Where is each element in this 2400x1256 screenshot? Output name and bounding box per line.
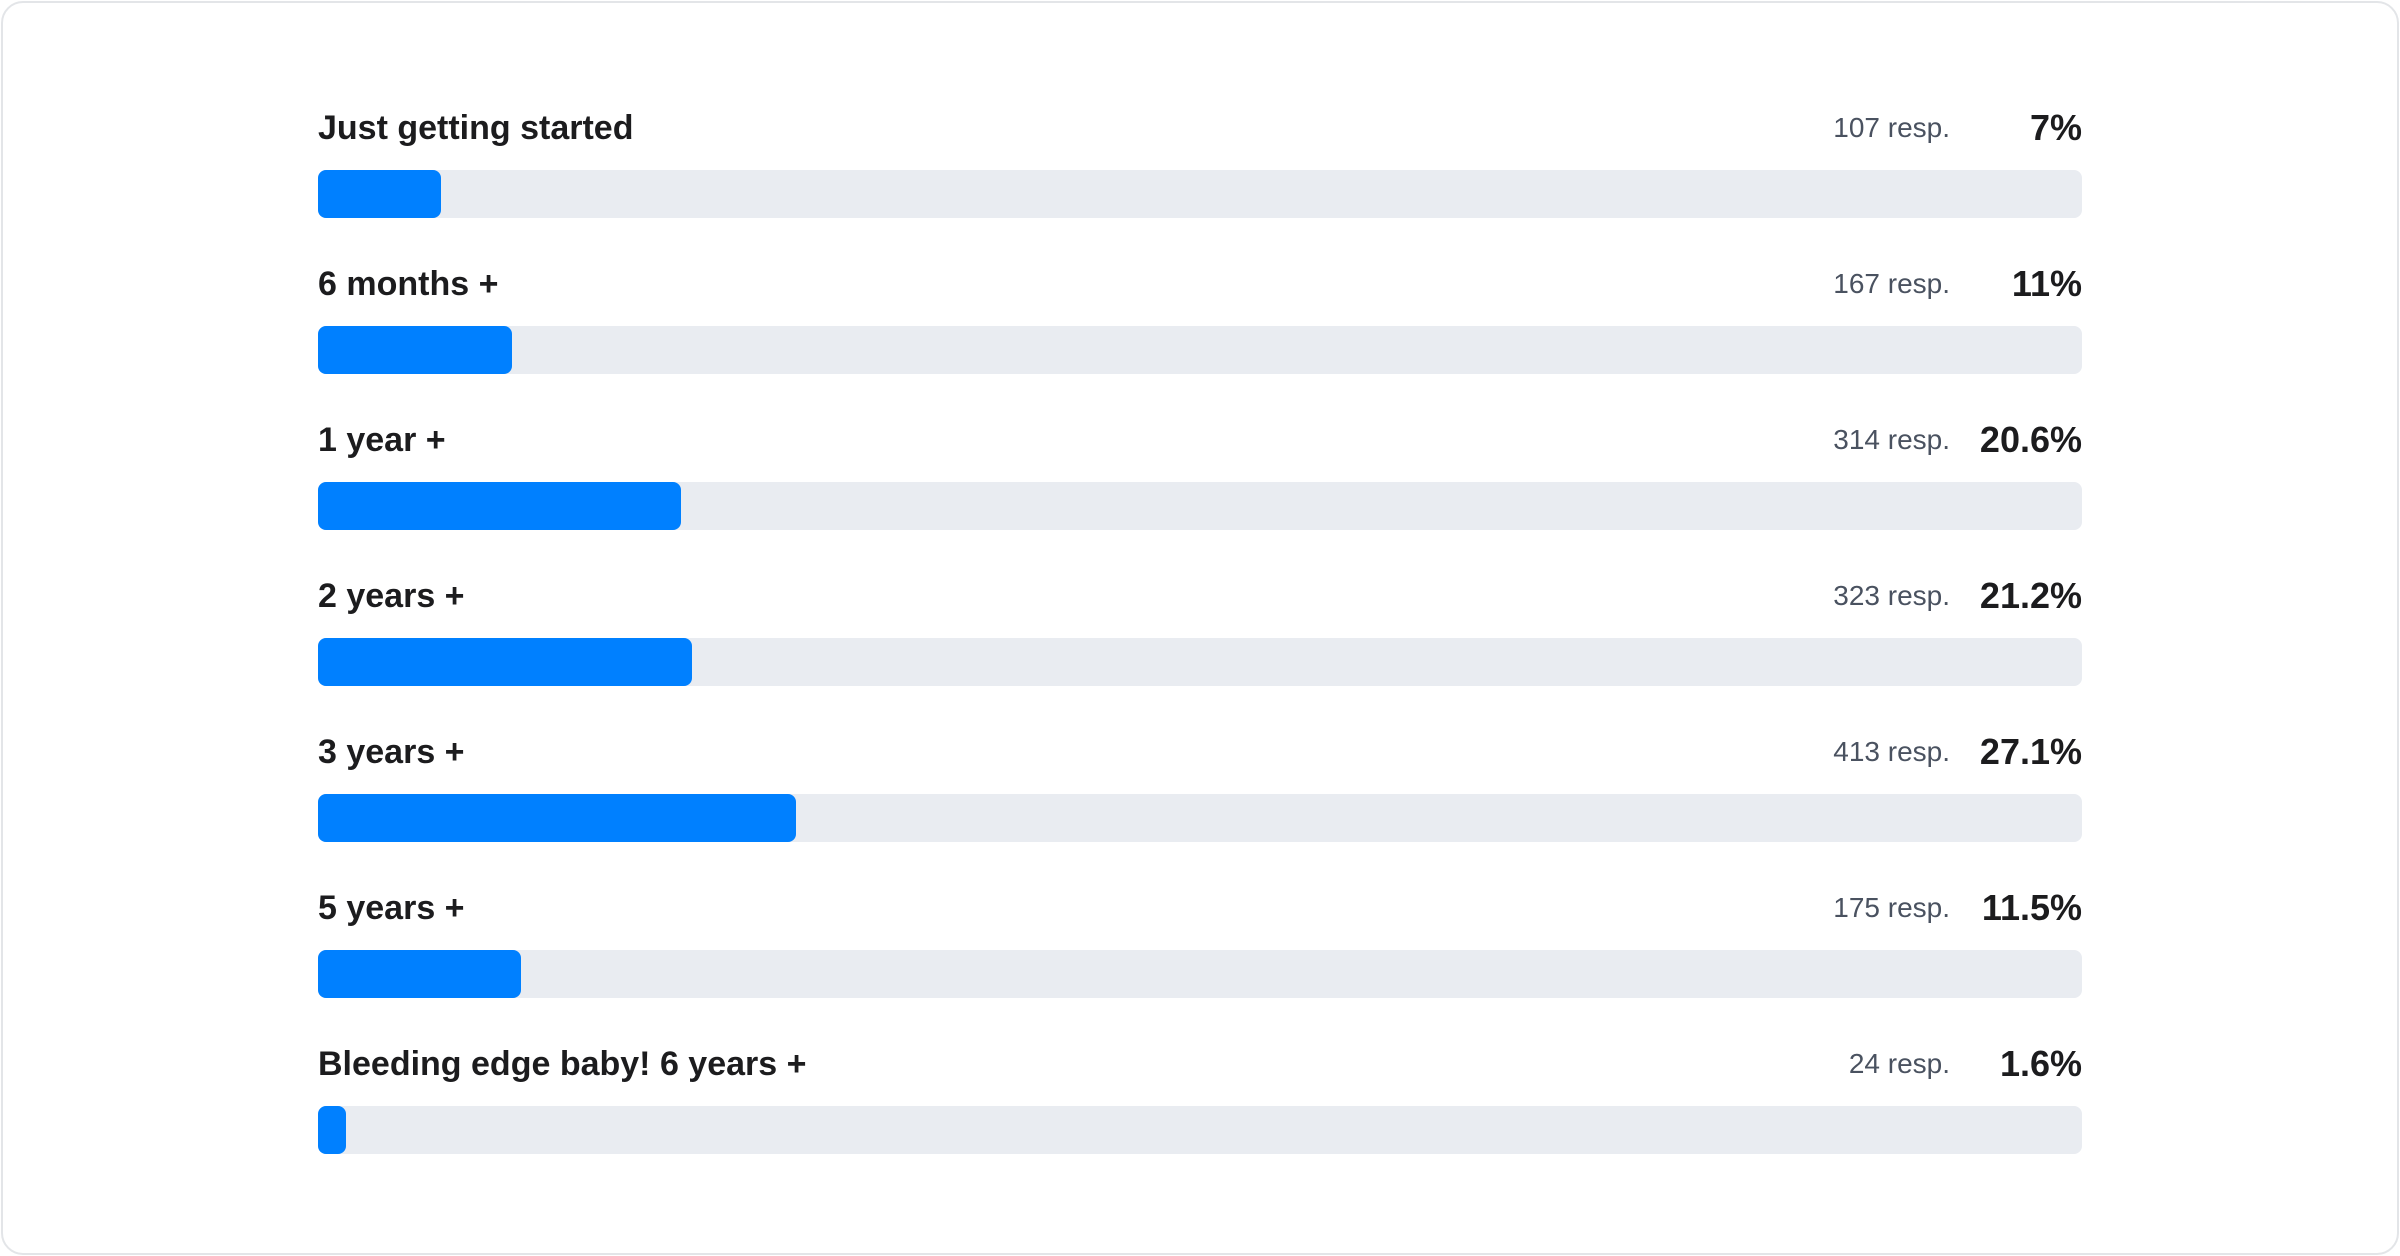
progress-track <box>318 482 2082 530</box>
result-row: 5 years + 175 resp. 11.5% <box>318 883 2082 1003</box>
response-count: 323 resp. <box>1833 580 1950 611</box>
result-row: 3 years + 413 resp. 27.1% <box>318 727 2082 847</box>
progress-fill <box>318 794 797 842</box>
progress-track <box>318 326 2082 374</box>
progress-track <box>318 794 2082 842</box>
result-row: Bleeding edge baby! 6 years + 24 resp. 1… <box>318 1039 2082 1159</box>
response-count: 24 resp. <box>1848 1048 1950 1079</box>
response-count: 175 resp. <box>1833 892 1950 923</box>
percent-label: 20.6% <box>1979 419 2082 460</box>
option-label: 1 year + <box>318 421 446 459</box>
progress-fill <box>318 482 682 530</box>
percent-label: 11% <box>2011 263 2082 304</box>
response-count: 167 resp. <box>1833 268 1950 299</box>
option-label: 3 years + <box>318 733 465 771</box>
progress-track <box>318 170 2082 218</box>
percent-label: 21.2% <box>1979 575 2082 616</box>
percent-label: 27.1% <box>1979 731 2082 772</box>
option-label: 5 years + <box>318 889 465 927</box>
result-row: 6 months + 167 resp. 11% <box>318 259 2082 379</box>
option-label: 2 years + <box>318 577 465 615</box>
option-label: Bleeding edge baby! 6 years + <box>318 1045 807 1083</box>
option-label: 6 months + <box>318 265 499 303</box>
progress-track <box>318 950 2082 998</box>
progress-fill <box>318 950 521 998</box>
option-label: Just getting started <box>318 109 634 147</box>
percent-label: 1.6% <box>1999 1043 2082 1084</box>
progress-track <box>318 1106 2082 1154</box>
progress-fill <box>318 170 442 218</box>
progress-fill <box>318 326 513 374</box>
response-count: 314 resp. <box>1833 424 1950 455</box>
result-row: 1 year + 314 resp. 20.6% <box>318 415 2082 535</box>
response-count: 107 resp. <box>1833 112 1950 143</box>
percent-label: 11.5% <box>1981 887 2082 928</box>
result-row: Just getting started 107 resp. 7% <box>318 103 2082 223</box>
progress-fill <box>318 638 692 686</box>
percent-label: 7% <box>2029 107 2082 148</box>
progress-fill <box>318 1106 347 1154</box>
result-row: 2 years + 323 resp. 21.2% <box>318 571 2082 691</box>
response-count: 413 resp. <box>1833 736 1950 767</box>
progress-track <box>318 638 2082 686</box>
